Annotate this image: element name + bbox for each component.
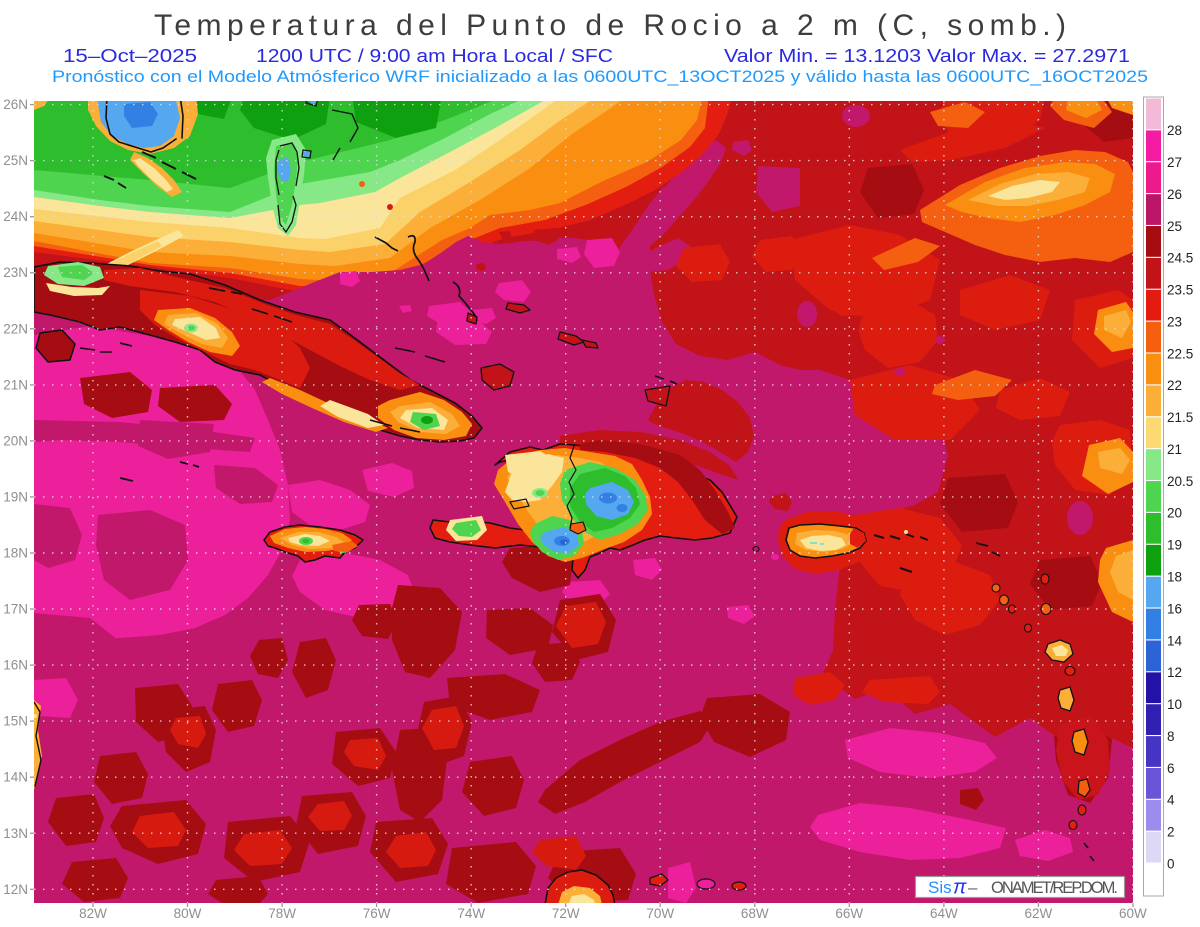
svg-text:26: 26 [1167, 187, 1182, 202]
svg-text:82W: 82W [79, 906, 107, 921]
svg-text:22: 22 [1167, 378, 1182, 393]
svg-text:60W: 60W [1119, 906, 1147, 921]
svg-text:68W: 68W [741, 906, 769, 921]
svg-text:24N: 24N [3, 209, 28, 224]
svg-text:27: 27 [1167, 155, 1182, 170]
svg-text:21: 21 [1167, 442, 1182, 457]
svg-text:2: 2 [1167, 825, 1175, 840]
svg-text:–: – [968, 878, 978, 897]
svg-text:15–Oct–2025: 15–Oct–2025 [63, 46, 197, 66]
svg-text:21N: 21N [3, 377, 28, 392]
svg-text:21.5: 21.5 [1167, 410, 1193, 425]
svg-text:17N: 17N [3, 602, 28, 617]
svg-text:12: 12 [1167, 665, 1182, 680]
svg-text:26N: 26N [3, 97, 28, 112]
svg-text:74W: 74W [457, 906, 485, 921]
svg-text:76W: 76W [363, 906, 391, 921]
svg-text:23N: 23N [3, 265, 28, 280]
svg-text:12N: 12N [3, 882, 28, 897]
svg-text:72W: 72W [552, 906, 580, 921]
svg-text:25N: 25N [3, 153, 28, 168]
svg-text:ONAMET/REP.DOM.: ONAMET/REP.DOM. [991, 879, 1118, 897]
svg-text:23.5: 23.5 [1167, 283, 1193, 298]
svg-text:18N: 18N [3, 546, 28, 561]
svg-text:6: 6 [1167, 761, 1175, 776]
svg-text:14N: 14N [3, 770, 28, 785]
svg-text:1200 UTC / 9:00 am Hora Local: 1200 UTC / 9:00 am Hora Local / SFC [256, 46, 613, 66]
svg-text:78W: 78W [268, 906, 296, 921]
svg-text:14: 14 [1167, 633, 1183, 648]
svg-text:π: π [953, 877, 967, 899]
svg-text:25: 25 [1167, 219, 1182, 234]
svg-text:80W: 80W [174, 906, 202, 921]
svg-text:62W: 62W [1025, 906, 1053, 921]
svg-text:22.5: 22.5 [1167, 346, 1193, 361]
svg-text:0: 0 [1167, 856, 1175, 871]
svg-text:19N: 19N [3, 489, 28, 504]
svg-text:19: 19 [1167, 538, 1182, 553]
svg-text:20: 20 [1167, 506, 1182, 521]
svg-text:16N: 16N [3, 658, 28, 673]
svg-text:66W: 66W [835, 906, 863, 921]
svg-text:Valor Min. = 13.1203 Valor Ma: Valor Min. = 13.1203 Valor Max. = 27.297… [724, 46, 1130, 66]
svg-text:18: 18 [1167, 570, 1182, 585]
svg-text:10: 10 [1167, 697, 1182, 712]
svg-text:24.5: 24.5 [1167, 251, 1193, 266]
svg-text:64W: 64W [930, 906, 958, 921]
svg-text:4: 4 [1167, 793, 1175, 808]
svg-text:23: 23 [1167, 315, 1182, 330]
svg-text:Sis: Sis [928, 878, 952, 897]
svg-text:20N: 20N [3, 433, 28, 448]
svg-text:20.5: 20.5 [1167, 474, 1193, 489]
svg-text:28: 28 [1167, 123, 1182, 138]
svg-text:70W: 70W [646, 906, 674, 921]
svg-text:13N: 13N [3, 826, 28, 841]
svg-text:Pronóstico con el Modelo Atmós: Pronóstico con el Modelo Atmósferico WRF… [52, 67, 1148, 86]
svg-text:16: 16 [1167, 601, 1182, 616]
svg-text:22N: 22N [3, 321, 28, 336]
svg-text:8: 8 [1167, 729, 1175, 744]
svg-text:15N: 15N [3, 714, 28, 729]
